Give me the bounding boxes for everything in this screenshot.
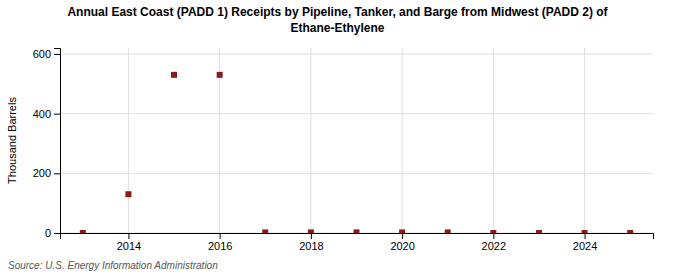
tick-label: 2016 [208, 240, 232, 252]
tick-label: 2014 [117, 240, 141, 252]
tick-mark [128, 233, 129, 239]
point [171, 72, 177, 78]
point [354, 229, 360, 233]
tick-mark [54, 54, 60, 55]
tick: 2016 [208, 233, 232, 252]
plot: 2014 2016 2018 2020 2022 2024 0 200 400 600 [33, 48, 654, 252]
grid [60, 48, 653, 233]
tick-label: 2020 [390, 240, 414, 252]
x-axis: 2014 2016 2018 2020 2022 2024 [61, 233, 654, 252]
tick: 2020 [390, 233, 414, 252]
point [125, 191, 131, 197]
point [445, 229, 451, 233]
tick: 2014 [117, 233, 141, 252]
point [627, 230, 633, 233]
tick: 2024 [573, 233, 597, 252]
tick-mark [493, 233, 494, 239]
tick: 400 [33, 108, 60, 120]
point [262, 229, 268, 233]
marks [80, 72, 633, 233]
tick-label: 400 [33, 108, 51, 120]
chart: Annual East Coast (PADD 1) Receipts by P… [0, 0, 675, 275]
source: Source: U.S. Energy Information Administ… [8, 260, 218, 271]
tick-label: 600 [33, 48, 51, 60]
axis-line [61, 234, 654, 240]
grid-line [60, 53, 653, 54]
point [582, 230, 588, 233]
grid-line [493, 48, 494, 233]
tick-mark [311, 233, 312, 239]
point [80, 230, 86, 233]
y-axis: 0 200 400 600 [33, 48, 61, 239]
tick-mark [585, 233, 586, 239]
grid-line [60, 173, 653, 174]
tick-label: 2018 [299, 240, 323, 252]
grid-line [128, 48, 129, 233]
tick-label: 2022 [482, 240, 506, 252]
tick: 200 [33, 167, 60, 179]
tick-mark [220, 233, 221, 239]
tick-mark [54, 233, 60, 234]
tick: 2022 [482, 233, 506, 252]
tick-label: 2024 [573, 240, 597, 252]
axis-title: Thousand Barrels [6, 97, 18, 184]
tick-mark [54, 173, 60, 174]
point [217, 72, 223, 78]
grid-line [60, 113, 653, 114]
title: Annual East Coast (PADD 1) Receipts by P… [67, 5, 608, 35]
point [490, 230, 496, 233]
grid-line [584, 48, 585, 233]
point [308, 229, 314, 233]
tick-label: 0 [45, 227, 51, 239]
tick-mark [54, 114, 60, 115]
tick-mark [402, 233, 403, 239]
tick: 0 [45, 227, 60, 239]
axis-line [54, 49, 61, 234]
grid-line [310, 48, 311, 233]
tick-label: 200 [33, 167, 51, 179]
point [536, 230, 542, 233]
grid-line [402, 48, 403, 233]
tick: 2018 [299, 233, 323, 252]
tick: 600 [33, 48, 60, 60]
point [399, 229, 405, 233]
